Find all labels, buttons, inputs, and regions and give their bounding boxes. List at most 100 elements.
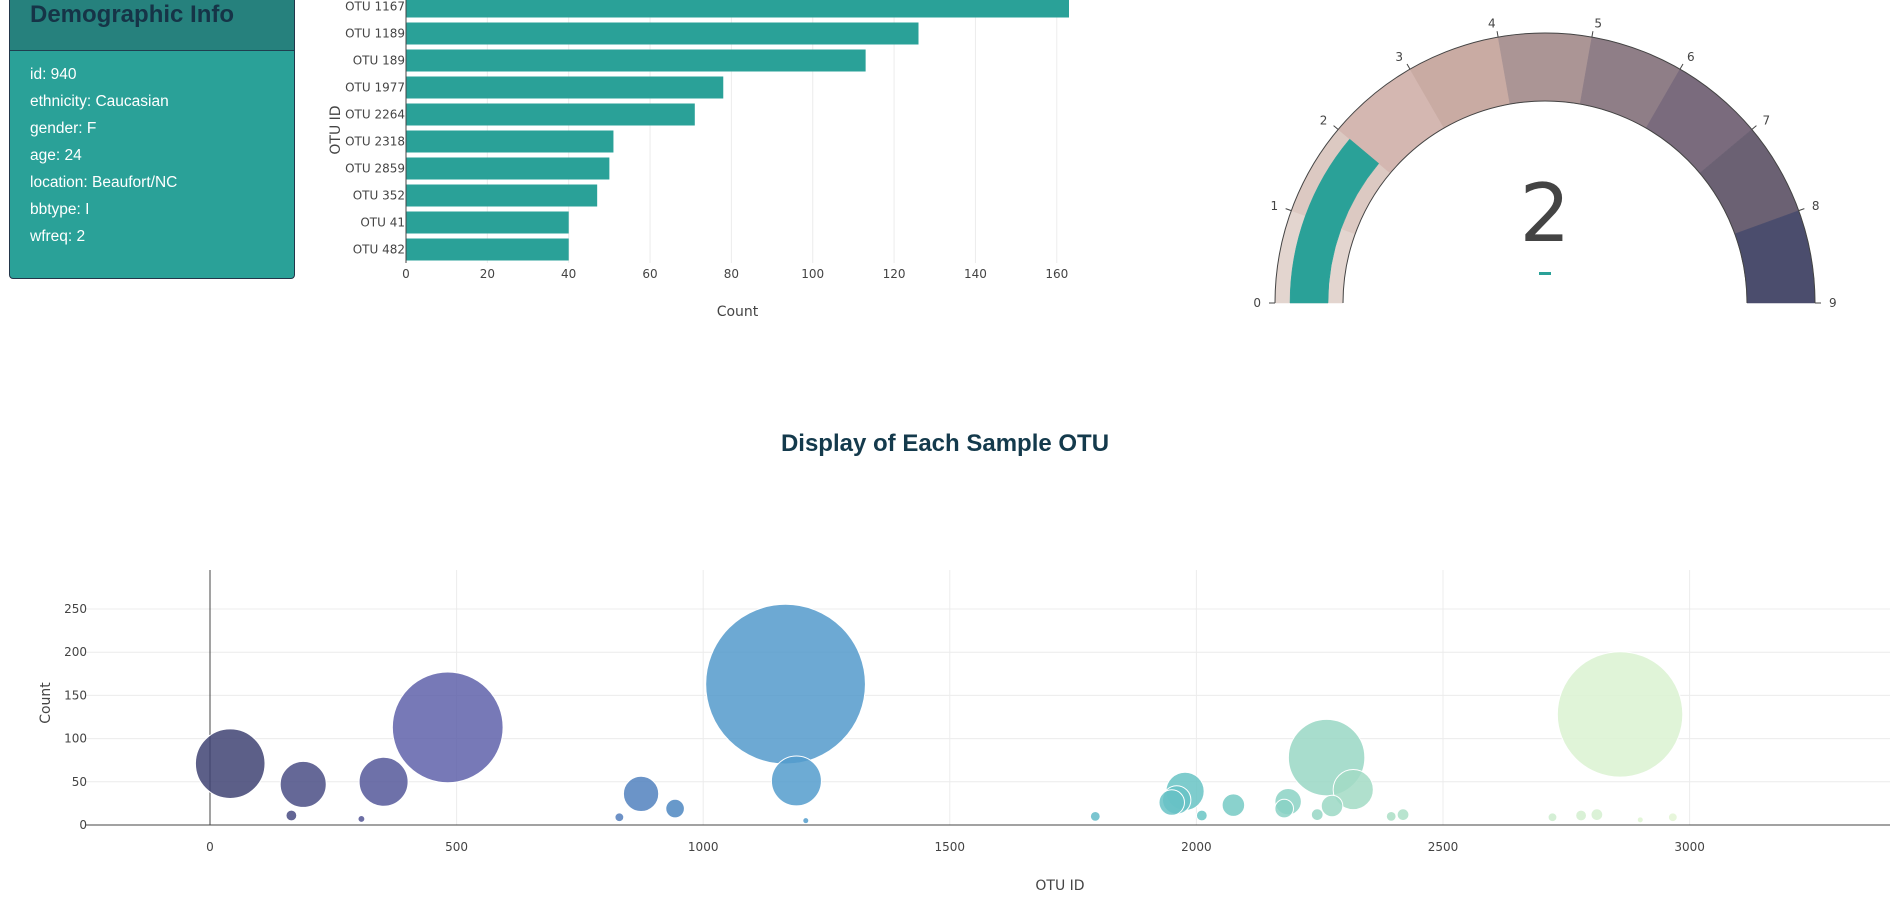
bar-x-tick-label: 80 — [724, 267, 739, 281]
bubble-x-tick-label: 3000 — [1674, 840, 1705, 854]
bar — [406, 157, 610, 180]
bubble-point — [614, 812, 625, 823]
bubble-point — [665, 798, 685, 819]
bubble-point — [770, 755, 822, 807]
panel-body: id: 940 ethnicity: Caucasian gender: F a… — [10, 51, 294, 250]
bubble-point — [285, 809, 298, 822]
info-row-age: age: 24 — [30, 147, 82, 164]
bar — [406, 0, 1069, 18]
demographic-info-panel: Demographic Info id: 940 ethnicity: Cauc… — [9, 0, 295, 279]
bubble-point — [194, 728, 266, 799]
bar — [406, 238, 569, 261]
bar — [406, 184, 598, 207]
bubble-point — [1089, 810, 1101, 822]
gauge-tick-label: 6 — [1687, 50, 1695, 64]
bar-x-tick-label: 20 — [480, 267, 495, 281]
bar-x-axis-title: Count — [717, 304, 759, 320]
bubble-y-tick-label: 200 — [64, 645, 87, 659]
info-row-ethnicity: ethnicity: Caucasian — [30, 93, 169, 110]
bar — [406, 103, 695, 126]
bubble-point — [357, 815, 366, 823]
bar-x-tick-label: 0 — [402, 267, 410, 281]
gauge-tick-label: 8 — [1812, 199, 1820, 213]
bubble-point — [1385, 810, 1397, 822]
gauge-tick-label: 0 — [1253, 296, 1261, 310]
bubble-point — [1221, 793, 1246, 817]
bubble-x-axis-title: OTU ID — [1035, 878, 1084, 894]
bar-tick-label: OTU 1189 — [345, 27, 405, 41]
bar-x-tick-label: 160 — [1045, 267, 1068, 281]
gauge-inner-outline — [1342, 100, 1748, 304]
bar-x-tick-label: 60 — [642, 267, 657, 281]
info-row-bbtype: bbtype: I — [30, 201, 90, 218]
bubble-point — [1310, 808, 1324, 822]
bubble-point — [622, 775, 660, 813]
panel-title: Demographic Info — [30, 1, 235, 28]
gauge-tick — [1406, 63, 1411, 70]
panel-header: Demographic Info — [10, 0, 294, 51]
bar-tick-label: OTU 2318 — [345, 135, 405, 149]
bar-y-axis-title: OTU ID — [328, 105, 344, 154]
bubble-x-tick-label: 500 — [445, 840, 468, 854]
bubble-y-axis-title: Count — [38, 682, 54, 724]
bubble-point — [1636, 816, 1644, 824]
bubble-y-tick-label: 0 — [79, 818, 87, 832]
gauge-tick — [1333, 125, 1339, 130]
bubble-point — [1667, 812, 1678, 823]
bar-x-tick-label: 140 — [964, 267, 987, 281]
bubble-point — [1320, 794, 1344, 818]
bar — [406, 49, 866, 72]
gauge-tick-label: 2 — [1320, 113, 1328, 127]
gauge-tick-label: 5 — [1594, 16, 1602, 30]
bar — [406, 211, 569, 234]
gauge-outline — [1274, 32, 1816, 304]
gauge-tick — [1285, 208, 1292, 212]
bubble-point — [1158, 789, 1185, 816]
info-row-id: id: 940 — [30, 66, 77, 83]
bubble-chart-title: Display of Each Sample OTU — [780, 430, 1110, 457]
bubble-y-tick-label: 250 — [64, 602, 87, 616]
gauge-chart: 0 1 2 3 4 5 6 7 8 9 2 — [1253, 16, 1837, 310]
bubble-x-tick-label: 2500 — [1428, 840, 1459, 854]
bubble-y-tick-label: 50 — [72, 775, 87, 789]
bar-tick-label: OTU 1977 — [345, 81, 405, 95]
gauge-value: 2 — [1520, 167, 1571, 260]
bar-tick-label: OTU 2859 — [345, 162, 405, 176]
gauge-tick — [1496, 31, 1499, 38]
bar-tick-label: OTU 482 — [353, 243, 405, 257]
bubble-x-tick-label: 0 — [206, 840, 214, 854]
bubble-point — [1547, 812, 1558, 823]
bar-tick-label: OTU 2264 — [345, 108, 405, 122]
bubble-point — [279, 760, 327, 808]
bar — [406, 130, 614, 153]
bar-x-tick-label: 100 — [801, 267, 824, 281]
gauge-tick — [1591, 31, 1594, 38]
bar — [406, 22, 919, 45]
bubble-point — [1575, 809, 1587, 822]
bubble-point — [802, 817, 810, 825]
bubble-y-tick-label: 150 — [64, 688, 87, 702]
bubble-x-tick-label: 1000 — [688, 840, 719, 854]
bar-x-tick-label: 40 — [561, 267, 576, 281]
bubble-point — [1332, 768, 1374, 811]
bubble-point — [1556, 651, 1684, 778]
bar — [406, 76, 724, 99]
bubble-y-tick-label: 100 — [64, 732, 87, 746]
bubble-x-tick-label: 1500 — [935, 840, 966, 854]
info-row-location: location: Beaufort/NC — [30, 174, 178, 191]
bubble-point — [358, 756, 409, 807]
gauge-value-bar — [1289, 138, 1380, 304]
bubble-point — [705, 603, 866, 765]
bar-tick-label: OTU 1167 — [345, 0, 405, 14]
bar-tick-label: OTU 352 — [353, 189, 405, 203]
gauge-tick-label: 7 — [1763, 113, 1771, 127]
gauge-tick-label: 4 — [1488, 16, 1496, 30]
bubble-x-tick-label: 2000 — [1181, 840, 1212, 854]
gauge-tick-label: 1 — [1270, 199, 1278, 213]
gauge-tick — [1679, 63, 1684, 70]
gauge-tick — [1751, 125, 1757, 130]
bar-tick-label: OTU 41 — [360, 216, 405, 230]
gauge-tick-label: 9 — [1829, 296, 1837, 310]
